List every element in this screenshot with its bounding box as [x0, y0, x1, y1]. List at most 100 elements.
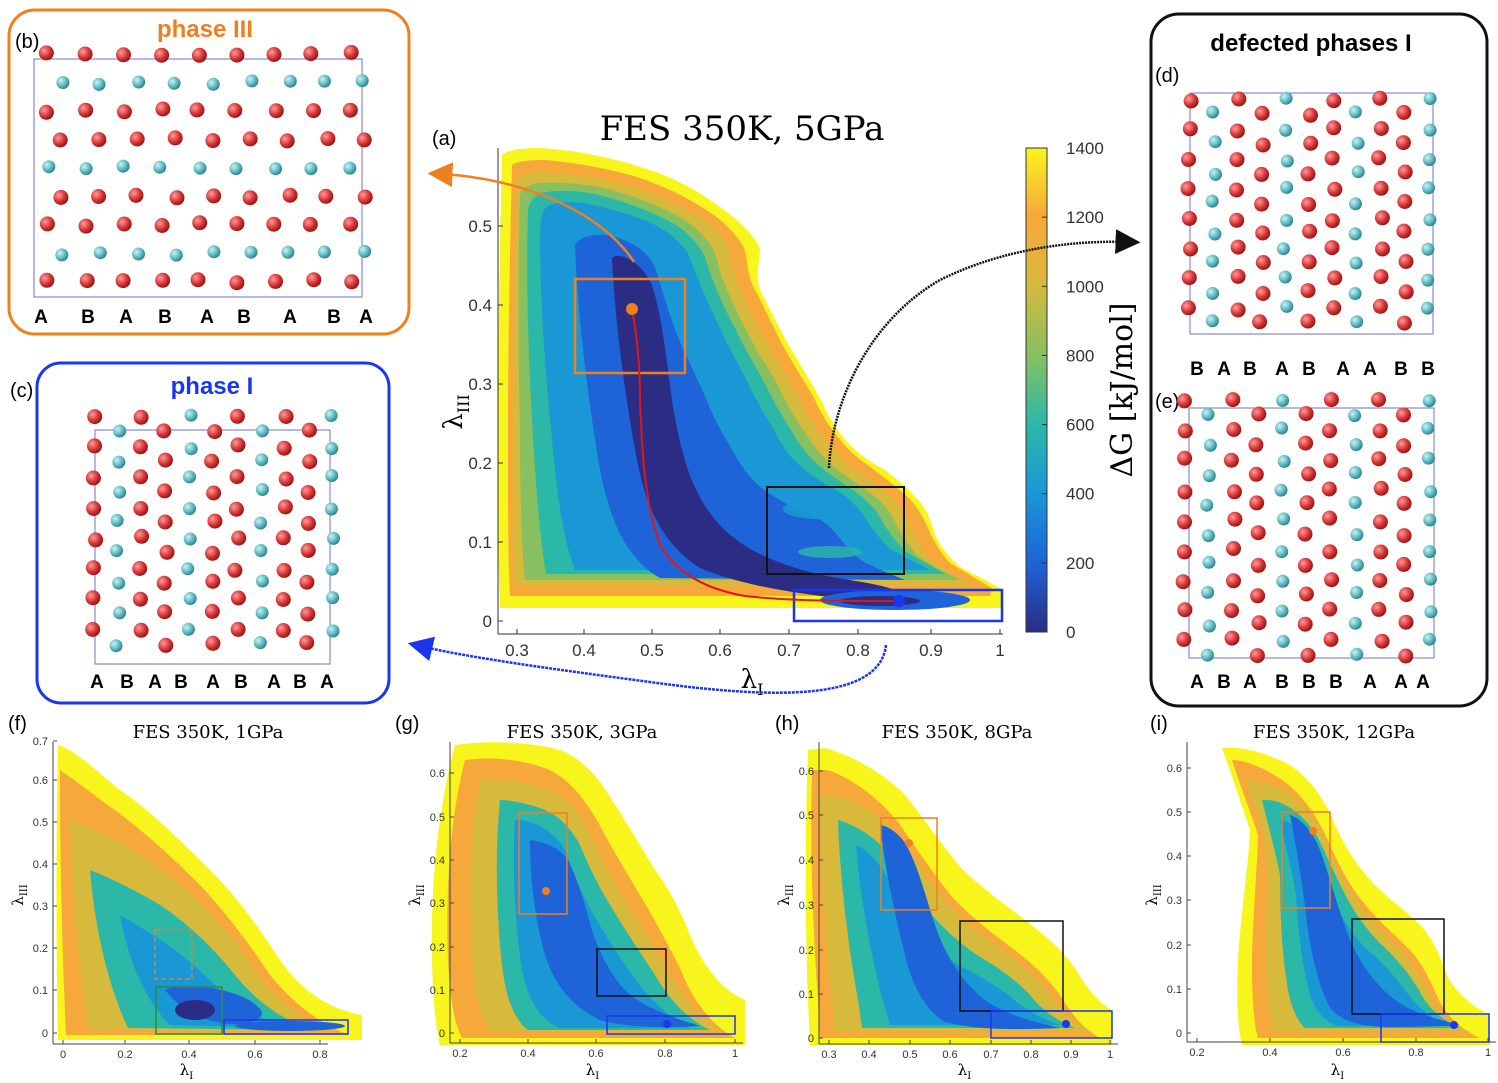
oxygen-atom — [302, 216, 318, 232]
oxygen-atom — [1397, 467, 1413, 482]
carbon-atom — [255, 606, 269, 620]
stacking-label: A — [200, 307, 214, 328]
oxygen-atom — [300, 515, 316, 531]
oxygen-atom — [1250, 525, 1266, 541]
stacking-label: A — [1416, 672, 1430, 693]
oxygen-atom — [1227, 511, 1243, 527]
oxygen-atom — [207, 513, 223, 529]
stacking-label: B — [1217, 672, 1231, 693]
carbon-atom — [1421, 273, 1435, 287]
oxygen-atom — [318, 188, 334, 204]
carbon-atom — [304, 162, 318, 176]
oxygen-atom — [1396, 407, 1411, 423]
carbon-atom — [1424, 485, 1438, 499]
carbon-atom — [1203, 438, 1217, 452]
oxygen-atom — [303, 46, 319, 62]
colorbar-tick-label: 800 — [1066, 346, 1094, 365]
fes-contour-level — [1290, 815, 1460, 1027]
oxygen-atom — [242, 190, 258, 206]
carbon-atom — [283, 74, 297, 88]
fes-contour-level — [880, 825, 1060, 1030]
oxygen-atom — [132, 561, 148, 576]
oxygen-atom — [1397, 194, 1413, 209]
carbon-atom — [1348, 105, 1362, 119]
carbon-atom — [193, 161, 207, 175]
oxygen-atom — [1300, 313, 1316, 329]
oxygen-atom — [1324, 150, 1340, 166]
carbon-atom — [1422, 394, 1436, 408]
oxygen-atom — [52, 132, 68, 148]
oxygen-atom — [1396, 556, 1412, 572]
y-tick-label: 0 — [808, 1033, 814, 1045]
oxygen-atom — [85, 560, 101, 576]
oxygen-atom — [1302, 223, 1318, 239]
oxygen-atom — [1322, 423, 1337, 439]
carbon-atom — [1209, 167, 1222, 181]
carbon-atom — [132, 75, 146, 89]
y-tick-label: 0.1 — [33, 985, 48, 997]
inset-b-title: phase III — [157, 16, 253, 43]
oxygen-atom — [227, 562, 243, 578]
main-y-label-sub: III — [454, 394, 473, 413]
small-x-label-sub: I — [595, 1071, 599, 1082]
small-x-label: λI — [586, 1061, 600, 1082]
carbon-atom — [1208, 135, 1222, 149]
y-tick-label: 0.5 — [468, 217, 492, 236]
oxygen-atom — [1176, 544, 1192, 560]
stacking-label: A — [1363, 359, 1377, 380]
y-tick-label: 0.5 — [1167, 807, 1182, 819]
small-y-label-base: λ — [1143, 896, 1161, 906]
main-x-label-base: λ — [741, 665, 757, 695]
oxygen-atom — [1396, 223, 1412, 239]
carbon-atom — [358, 244, 372, 258]
small-x-label: λI — [180, 1061, 194, 1082]
oxygen-atom — [159, 544, 175, 560]
minimum-marker — [542, 887, 550, 895]
oxygen-atom — [1229, 212, 1245, 228]
carbon-atom — [229, 162, 243, 176]
carbon-atom — [1423, 213, 1437, 227]
fes-contour-level — [856, 845, 1060, 1025]
carbon-atom — [110, 513, 124, 527]
inset-c-molecules — [85, 408, 340, 653]
carbon-atom — [1351, 165, 1365, 179]
oxygen-atom — [155, 272, 171, 288]
region-box — [606, 1015, 736, 1035]
carbon-atom — [1275, 421, 1289, 435]
oxygen-atom — [1300, 283, 1316, 299]
minimum-marker — [1450, 1021, 1458, 1029]
oxygen-atom — [1396, 495, 1412, 511]
main-plot-a: (a) FES 350K, 5GPa 0.3 0.4 0.5 0.6 0.7 0.8 0.9… — [432, 109, 1140, 699]
carbon-atom — [254, 544, 268, 557]
carbon-atom — [1201, 407, 1215, 421]
colorbar-tick-label: 400 — [1066, 485, 1094, 504]
oxygen-atom — [1177, 423, 1193, 439]
carbon-atom — [113, 485, 127, 499]
oxygen-atom — [156, 575, 172, 591]
stacking-label: B — [158, 307, 172, 328]
stacking-label: A — [1394, 672, 1408, 693]
oxygen-atom — [1398, 284, 1414, 300]
main-defected-box — [766, 486, 905, 575]
oxygen-atom — [158, 637, 174, 653]
y-tick-label: 0.6 — [430, 768, 445, 780]
panel-label-c: (c) — [10, 380, 33, 402]
small-x-label-sub: I — [967, 1071, 971, 1082]
oxygen-atom — [1374, 633, 1390, 649]
stacking-label: B — [120, 672, 134, 693]
carbon-atom — [1350, 558, 1364, 572]
carbon-atom — [112, 576, 126, 590]
oxygen-atom — [278, 471, 294, 487]
oxygen-atom — [1182, 121, 1198, 137]
oxygen-atom — [342, 102, 358, 118]
oxygen-atom — [1177, 450, 1193, 466]
carbon-atom — [255, 424, 269, 438]
oxygen-atom — [116, 47, 131, 63]
small-y-label: λIII — [775, 884, 796, 905]
carbon-atom — [1348, 466, 1362, 479]
oxygen-atom — [1229, 152, 1245, 168]
carbon-atom — [1205, 314, 1219, 328]
oxygen-atom — [1396, 104, 1412, 120]
